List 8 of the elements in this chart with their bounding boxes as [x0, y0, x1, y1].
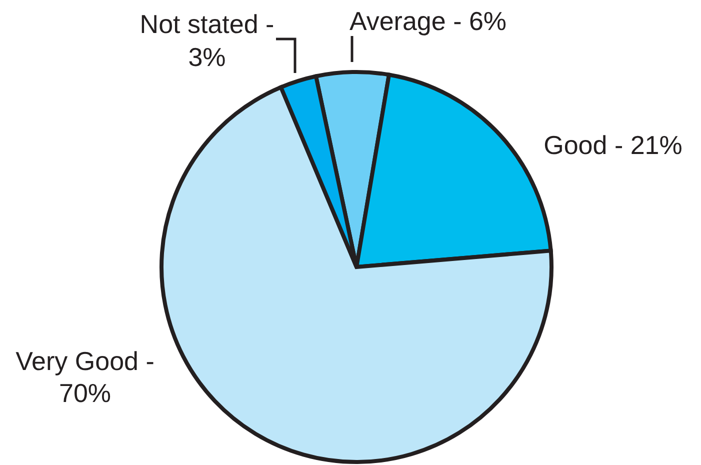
slice-label: Very Good -: [16, 346, 154, 376]
slice-label: Not stated -: [140, 9, 274, 39]
data-label: 6%: [468, 6, 507, 36]
data-label: 21%: [630, 130, 682, 160]
data-label: 3%: [188, 42, 226, 72]
slice-label: Average -: [349, 6, 462, 36]
slice-label: Good -: [544, 130, 624, 160]
data-label: 70%: [58, 378, 112, 408]
